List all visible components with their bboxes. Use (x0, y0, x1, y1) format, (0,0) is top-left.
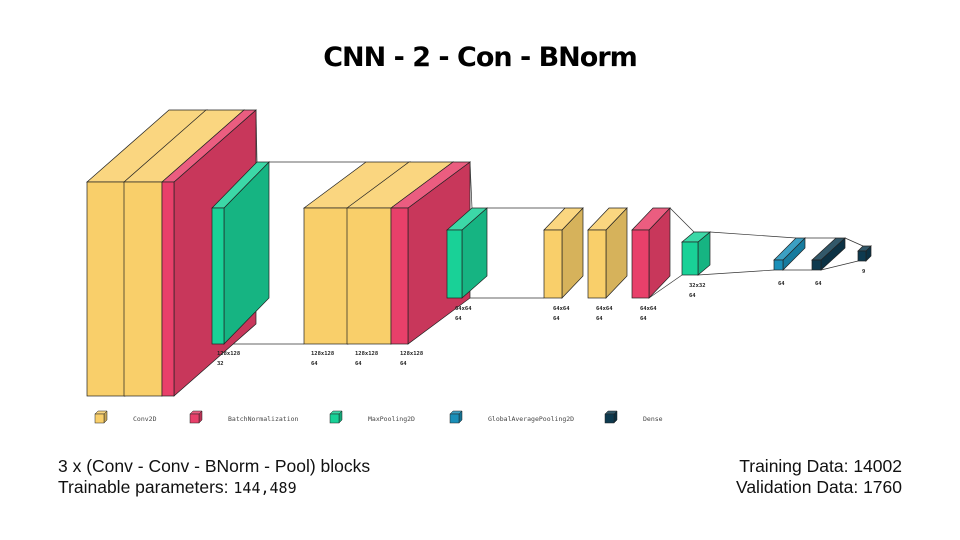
legend-item-batchnormalization: BatchNormalization (189, 410, 299, 424)
layer-label: 64x64 (455, 306, 472, 312)
layer-label: 9 (862, 269, 865, 275)
layer-dense-13 (811, 237, 846, 271)
connector-line (669, 207, 695, 233)
legend-item-conv2d: Conv2D (94, 410, 157, 424)
legend-item-maxpooling2d: MaxPooling2D (329, 410, 415, 424)
layer-label: 32 (217, 361, 224, 367)
layer-label: 64 (355, 361, 362, 367)
legend-swatch (329, 413, 340, 424)
layer-label: 32x32 (689, 283, 706, 289)
layer-label: 64 (553, 316, 560, 322)
legend: Conv2D BatchNormalization MaxPooling2D Glob… (94, 410, 663, 424)
layer-labels: 128x128 32 128x128 64 128x128 64 128x128 64 64x6… (217, 269, 865, 367)
layer-conv2d-9 (587, 207, 628, 299)
layer-label: 64 (400, 361, 407, 367)
connector-line (697, 269, 775, 276)
layer-label: 64 (311, 361, 318, 367)
legend-label: Conv2D (133, 415, 157, 423)
layer-label: 64 (778, 281, 785, 287)
architecture-summary: 3 x (Conv - Conv - BNorm - Pool) blocks … (58, 456, 370, 499)
legend-item-globalaveragepooling2d: GlobalAveragePooling2D (449, 410, 574, 424)
layer-label: 128x128 (400, 351, 423, 357)
layer-label: 64x64 (640, 306, 657, 312)
layer-stack (86, 109, 872, 397)
layer-label: 128x128 (355, 351, 378, 357)
layer-label: 64x64 (553, 306, 570, 312)
legend-label: Dense (643, 415, 663, 423)
legend-swatch (94, 413, 105, 424)
layer-label: 64x64 (596, 306, 613, 312)
connector-line (820, 260, 859, 271)
layer-batchnormalization-10 (631, 207, 671, 299)
legend-label: BatchNormalization (228, 415, 299, 423)
params-value: 144,489 (233, 479, 297, 497)
blocks-description: 3 x (Conv - Conv - BNorm - Pool) blocks (58, 456, 371, 476)
layer-label: 64 (815, 281, 822, 287)
layer-maxpooling2d-7 (446, 207, 488, 299)
layer-maxpooling2d-11 (681, 231, 711, 276)
legend-label: MaxPooling2D (368, 415, 415, 423)
layer-label: 64 (455, 316, 462, 322)
dataset-summary: Training Data: 14002 Validation Data: 17… (736, 456, 902, 498)
layer-label: 64 (689, 293, 696, 299)
legend-swatch (604, 413, 615, 424)
layer-label: 64 (596, 316, 603, 322)
connector-line (709, 231, 797, 239)
trainable-parameters: Trainable parameters: 144,489 (58, 477, 370, 499)
layer-conv2d-8 (543, 207, 584, 299)
layer-label: 64 (640, 316, 647, 322)
layer-maxpooling2d-3 (211, 161, 270, 345)
legend-swatch (189, 413, 200, 424)
layer-label: 128x128 (217, 351, 240, 357)
layer-batchnormalization-6 (389, 161, 472, 345)
legend-swatch (449, 413, 460, 424)
params-label: Trainable parameters: (58, 477, 234, 497)
diagram-title: CNN - 2 - Con - BNorm (323, 42, 638, 73)
validation-data: Validation Data: 1760 (735, 477, 902, 497)
layer-label: 128x128 (311, 351, 334, 357)
training-data: Training Data: 14002 (739, 456, 902, 476)
layer-dense-14 (857, 245, 872, 262)
legend-item-dense: Dense (604, 410, 663, 424)
connector-line (844, 237, 864, 247)
layer-connectors (173, 109, 864, 397)
legend-label: GlobalAveragePooling2D (488, 415, 574, 423)
connector-line (648, 274, 683, 299)
layer-globalaveragepooling2d-12 (773, 237, 806, 271)
